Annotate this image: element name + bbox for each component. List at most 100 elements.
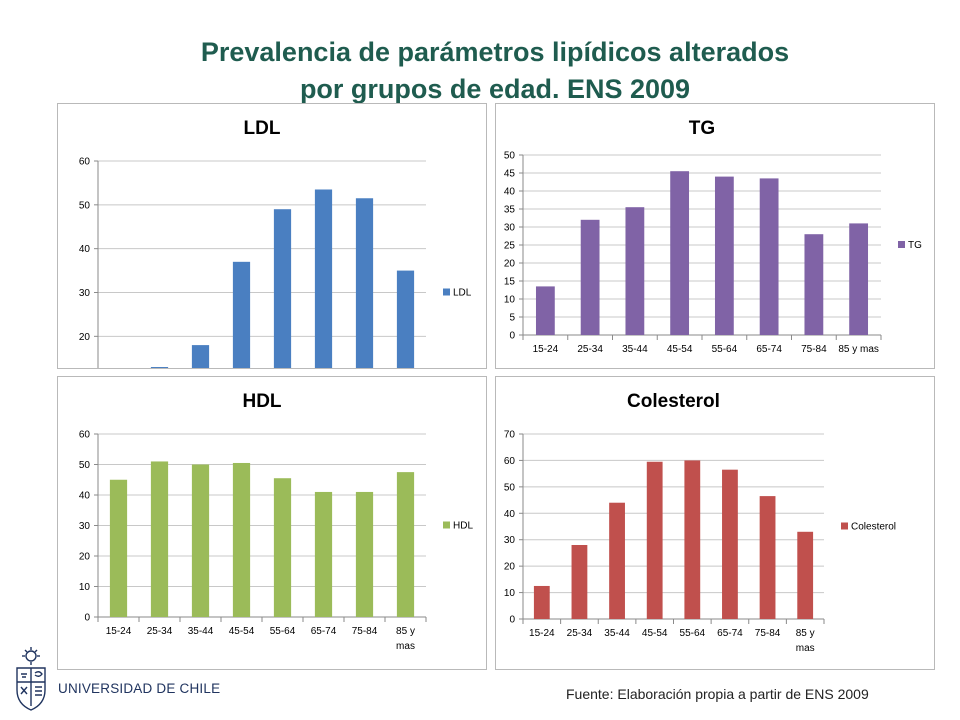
y-tick-label: 0 [84,613,90,624]
y-tick-label: 40 [504,187,516,198]
bar-65-74 [722,469,738,619]
y-tick-label: 30 [504,535,516,546]
x-tick-label: 15-24 [533,344,559,355]
y-tick-label: 70 [504,430,516,441]
x-tick-label: 55-64 [680,628,706,639]
chart-panel-tg: TG 0 5 10 15 20 25 30 35 40 45 50 15-24 25-34 35-44 45-… [495,103,935,369]
bar-65-74 [759,178,779,335]
y-tick-label: 10 [504,588,516,599]
bar-75-84 [355,491,374,617]
chart-panel-hdl: HDL 0 10 20 30 40 50 60 15-24 25-34 35-44 45-54 55-6… [57,376,487,670]
bar-15-24 [533,585,550,619]
bar-45-54 [670,171,690,335]
bar-15-24 [109,479,128,617]
y-tick-label: 30 [79,288,91,299]
y-tick-label: 20 [504,259,516,270]
bar-85-y-mas [797,531,814,619]
chart-svg-tg: TG 0 5 10 15 20 25 30 35 40 45 50 15-24 25-34 35-44 45-… [504,118,922,355]
y-tick-label: 35 [504,205,516,216]
y-tick-label: 60 [79,430,91,441]
y-tick-label: 60 [504,456,516,467]
bar-75-84 [759,496,776,619]
x-tick-label: 45-54 [229,626,255,637]
y-tick-label: 0 [509,615,515,626]
bar-25-34 [571,545,588,619]
bar-25-34 [580,219,600,335]
bar-75-84 [355,198,374,368]
y-tick-label: 0 [509,331,515,342]
slide-title: Prevalencia de parámetros lipídicos alte… [0,34,960,108]
x-tick-label: 25-34 [567,628,593,639]
bar-45-54 [232,261,251,368]
bar-45-54 [646,461,663,619]
x-tick-label: 65-74 [756,344,782,355]
bar-75-84 [804,234,824,335]
bar-45-54 [232,462,251,617]
source-note: Fuente: Elaboración propia a partir de E… [566,686,869,702]
legend-swatch [841,522,848,530]
chart-title: LDL [244,118,281,139]
y-tick-label: 25 [504,241,516,252]
x-tick-label: 35-44 [604,628,630,639]
x-tick-label: 75-84 [755,628,781,639]
y-tick-label: 50 [504,482,516,493]
x-tick-label: 25-34 [577,344,603,355]
chart-svg-ldl: LDL010203040506015-2425-3435-4445-5455-6… [79,118,472,368]
bar-15-24 [535,286,555,335]
x-tick-label: 85 y [396,626,415,637]
x-tick-label: 55-64 [712,344,738,355]
x-tick-label: 65-74 [717,628,743,639]
x-tick-label: 15-24 [529,628,555,639]
chart-svg-colesterol: Colesterol 0 10 20 30 40 50 60 70 15-24 25-34 35-44… [504,391,896,654]
y-tick-label: 45 [504,169,516,180]
y-tick-label: 10 [504,295,516,306]
x-tick-label: 75-84 [801,344,827,355]
legend-swatch [443,521,450,529]
y-tick-label: 60 [79,157,91,168]
x-tick-label: 85 y [796,628,815,639]
bar-65-74 [314,491,333,617]
x-tick-label: 65-74 [311,626,337,637]
slide-title-line-2: por grupos de edad. ENS 2009 [299,74,691,104]
y-tick-label: 20 [504,562,516,573]
x-tick-label: 55-64 [270,626,296,637]
y-tick-label: 40 [79,244,91,255]
chart-panel-colesterol: Colesterol 0 10 20 30 40 50 60 70 15-24 25-34 35-44… [495,376,935,670]
bar-65-74 [314,189,333,368]
legend-label: HDL [453,521,473,532]
x-tick-label: 75-84 [352,626,378,637]
y-tick-label: 10 [79,582,91,593]
x-tick-label: 45-54 [667,344,693,355]
chart-title: TG [689,118,715,139]
x-tick-label: 85 y mas [838,344,879,355]
y-tick-label: 20 [79,332,91,343]
university-name: UNIVERSIDAD DE CHILE [58,681,221,696]
y-tick-label: 15 [504,277,516,288]
x-tick-label: mas [396,641,415,652]
legend-swatch [898,241,905,248]
y-tick-label: 50 [79,200,91,211]
bar-25-34 [150,367,169,368]
y-tick-label: 40 [79,491,91,502]
slide-title-line-1: Prevalencia de parámetros lipídicos alte… [200,37,790,67]
legend-label: LDL [453,288,472,299]
bar-35-44 [625,207,645,335]
chart-title: Colesterol [627,391,720,412]
y-tick-label: 30 [504,223,516,234]
university-logo [12,646,50,717]
bar-85-y-mas [849,223,869,335]
x-tick-label: 15-24 [106,626,132,637]
legend-label: TG [908,240,922,251]
bar-35-44 [191,464,210,617]
bar-25-34 [150,461,169,617]
y-tick-label: 40 [504,509,516,520]
bar-35-44 [191,345,210,368]
chart-panel-ldl: LDL010203040506015-2425-3435-4445-5455-6… [57,103,487,369]
y-tick-label: 50 [79,460,91,471]
bar-55-64 [273,209,292,368]
x-tick-label: 35-44 [622,344,648,355]
legend-label: Colesterol [851,522,896,533]
y-tick-label: 20 [79,552,91,563]
chart-svg-hdl: HDL 0 10 20 30 40 50 60 15-24 25-34 35-44 45-54 55-6… [79,391,474,652]
x-tick-label: 45-54 [642,628,668,639]
